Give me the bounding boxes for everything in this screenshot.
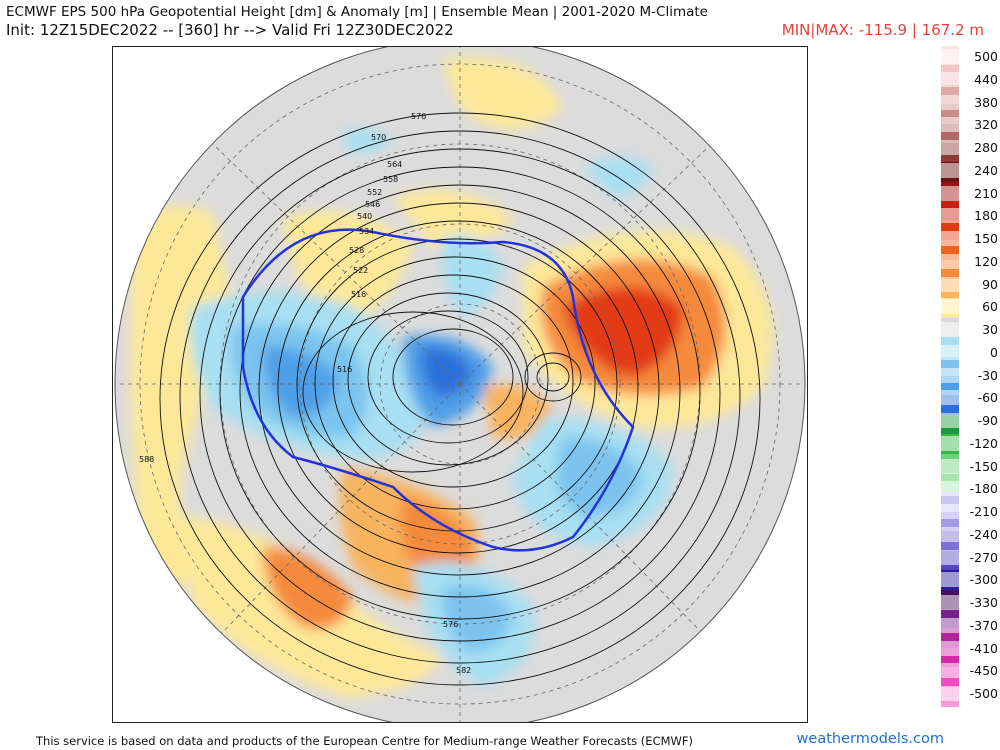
legend-label: 440: [941, 71, 1000, 87]
legend-label: 150: [941, 231, 1000, 247]
contour-label: 528: [349, 246, 364, 255]
brand-link[interactable]: weathermodels.com: [796, 731, 944, 747]
init-valid-line: Init: 12Z15DEC2022 -- [360] hr --> Valid…: [6, 21, 454, 39]
contour-label: 576: [443, 620, 458, 629]
legend-label: 500: [941, 49, 1000, 64]
contour-label: 546: [365, 200, 380, 209]
legend-label: -300: [941, 572, 1000, 588]
legend-label: 90: [941, 276, 1000, 292]
legend-label: 280: [941, 140, 1000, 156]
legend-label: 30: [941, 322, 1000, 338]
contour-labels: 576 570 564 558 552 546 540 534 528 522 …: [139, 112, 471, 675]
legend-label: 380: [941, 94, 1000, 110]
contour-label: 522: [353, 266, 368, 275]
contour-label: 570: [371, 133, 386, 142]
contour-label: 558: [383, 175, 398, 184]
legend-label: -500: [941, 686, 1000, 702]
map-panel: 576 570 564 558 552 546 540 534 528 522 …: [112, 46, 808, 723]
legend-label: -450: [941, 663, 1000, 679]
min-max-readout: MIN|MAX: -115.9 | 167.2 m: [781, 21, 984, 39]
legend-label: 210: [941, 185, 1000, 201]
closed-low-contour: [122, 586, 184, 628]
legend-label: -240: [941, 526, 1000, 542]
contour-label: 534: [359, 227, 374, 236]
legend-label: -180: [941, 481, 1000, 497]
legend-label: 240: [941, 162, 1000, 178]
contour-label: 516: [351, 290, 366, 299]
legend-label: 320: [941, 117, 1000, 133]
color-scale-legend: 500 440 380 320 280 240 210 180 150 120 90 60 30 0 -30…: [941, 46, 1000, 707]
legend-label: -60: [941, 390, 1000, 406]
legend-label: -330: [941, 595, 1000, 611]
legend-label: -370: [941, 617, 1000, 633]
legend-label: -410: [941, 640, 1000, 656]
contour-label: 552: [367, 188, 382, 197]
chart-title: ECMWF EPS 500 hPa Geopotential Height [d…: [6, 4, 708, 20]
legend-label: -120: [941, 435, 1000, 451]
contour-540-blue: [241, 228, 635, 552]
attribution-footer: This service is based on data and produc…: [36, 734, 693, 748]
legend-label: -90: [941, 413, 1000, 429]
contour-label: 540: [357, 212, 372, 221]
contour-label: 516: [337, 365, 352, 374]
contour-label: 576: [411, 112, 426, 121]
contour-label: 588: [139, 455, 154, 464]
height-contours: [159, 112, 761, 686]
legend-label: 60: [941, 299, 1000, 315]
legend-label: 0: [941, 344, 1000, 360]
legend-label: -30: [941, 367, 1000, 383]
legend-label: 120: [941, 253, 1000, 269]
legend-label: 180: [941, 208, 1000, 224]
contour-label: 582: [456, 666, 471, 675]
legend-label: -210: [941, 504, 1000, 520]
contour-label: 564: [387, 160, 402, 169]
legend-label: -150: [941, 458, 1000, 474]
hemisphere-edge: [114, 47, 806, 722]
polar-map: 576 570 564 558 552 546 540 534 528 522 …: [114, 47, 806, 722]
legend-label: -270: [941, 549, 1000, 565]
